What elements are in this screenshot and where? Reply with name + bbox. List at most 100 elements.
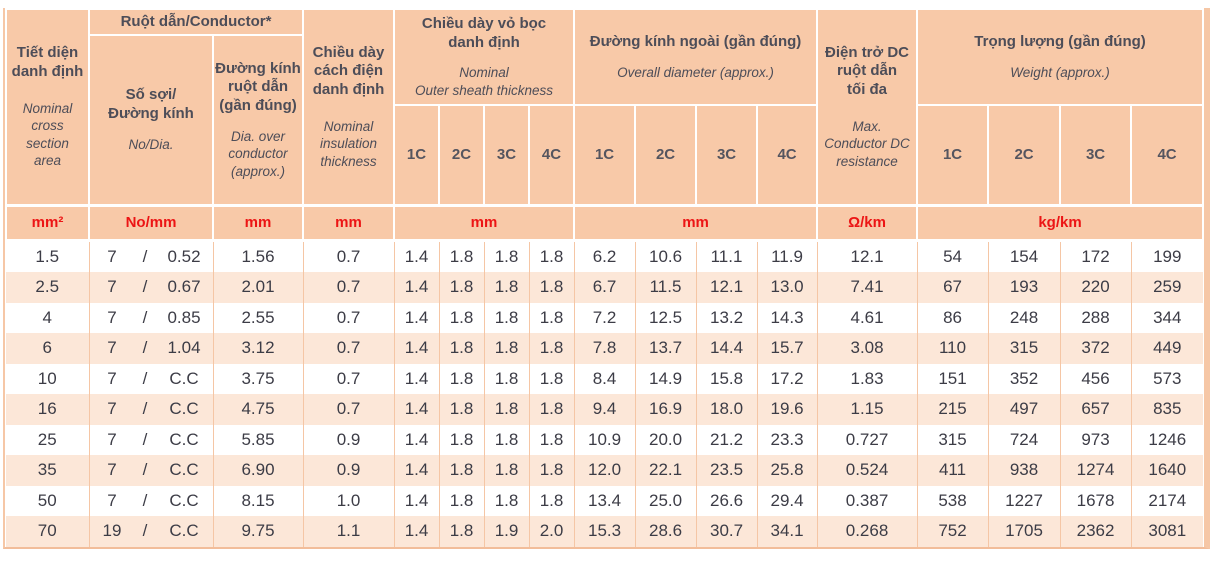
cell-od-2c: 20.0	[634, 424, 697, 455]
header-nominal-cross-section: Tiết diện danh định Nominal cross sectio…	[5, 8, 90, 206]
cell-conductor-dia: 9.75	[212, 516, 304, 547]
cell-od-3c: 14.4	[695, 333, 758, 364]
strands-no: 7	[107, 490, 117, 510]
cell-sheath-4c: 1.8	[528, 485, 575, 516]
header-vi-label: Chiều dày cách điện danh định	[312, 43, 385, 99]
cell-strands: 7 / 0.85	[88, 302, 213, 333]
unit-conductor-dia: mm	[211, 203, 305, 242]
subcol-weight-3c: 3C	[1059, 104, 1133, 206]
cell-weight-4c: 1246	[1130, 424, 1204, 455]
header-en-label: Overall diameter (approx.)	[617, 64, 774, 80]
cell-weight-3c: 172	[1059, 240, 1132, 272]
subcol-sheath-4c: 4C	[528, 104, 576, 206]
cell-sheath-2c: 1.8	[438, 485, 485, 516]
cell-area: 25	[37, 429, 57, 449]
cell-sheath-1c: 1.4	[393, 363, 440, 394]
cell-sheath-3c: 1.8	[483, 240, 530, 272]
strands-value: 7 / C.C	[90, 460, 213, 480]
header-en-label: Nominal Outer sheath thickness	[414, 65, 554, 98]
strands-no: 19	[102, 521, 122, 541]
cell-weight-3c: 220	[1059, 272, 1132, 303]
cell-insulation: 1.0	[302, 485, 395, 516]
strands-dia: 1.04	[167, 338, 201, 358]
cell-insulation: 0.7	[302, 394, 395, 425]
cell-strands: 7 / 0.52	[88, 240, 213, 272]
cell-resistance: 0.387	[816, 485, 918, 516]
cell-od-3c: 30.7	[695, 516, 758, 547]
cell-sheath-1c: 1.4	[393, 302, 440, 333]
header-en-label: Max. Conductor DC resistance	[824, 118, 910, 169]
cell-weight-3c: 288	[1059, 302, 1132, 333]
cell-sheath-3c: 1.8	[483, 302, 530, 333]
strands-no: 7	[107, 460, 117, 480]
header-en-label: Nominal cross section area	[22, 100, 73, 168]
cell-weight-4c: 835	[1130, 394, 1204, 425]
cell-sheath-4c: 2.0	[528, 516, 575, 547]
cell-sheath-2c: 1.8	[438, 333, 485, 364]
cell-od-1c: 15.3	[573, 516, 636, 547]
strands-slash: /	[142, 460, 148, 480]
cell-sheath-2c: 1.8	[438, 272, 485, 303]
cell-sheath-3c: 1.8	[483, 455, 530, 486]
strands-dia: C.C	[169, 429, 199, 449]
cell-strands: 7 / C.C	[88, 455, 213, 486]
cell-resistance: 3.08	[816, 333, 918, 364]
unit-strands: No/mm	[88, 203, 214, 242]
cell-od-2c: 13.7	[634, 333, 697, 364]
cell-sheath-4c: 1.8	[528, 363, 575, 394]
cell-weight-2c: 497	[987, 394, 1061, 425]
strands-value: 7 / 1.04	[90, 338, 213, 358]
cell-od-1c: 12.0	[573, 455, 636, 486]
subcol-sheath-2c: 2C	[438, 104, 486, 206]
cell-sheath-4c: 1.8	[528, 302, 575, 333]
cell-od-2c: 22.1	[634, 455, 697, 486]
cell-od-3c: 21.2	[695, 424, 758, 455]
cell-weight-1c: 110	[916, 333, 989, 364]
cell-strands: 7 / C.C	[88, 424, 213, 455]
table-row: 6 7/1.04 3.12 0.7 1.4 1.8 1.8 1.8 7.8 13.7 14.4 15.…	[6, 333, 1204, 364]
cell-conductor-dia: 2.55	[212, 302, 304, 333]
strands-dia: 0.85	[167, 307, 201, 327]
cell-weight-2c: 248	[987, 302, 1061, 333]
strands-dia: C.C	[169, 368, 199, 388]
cell-insulation: 0.9	[302, 455, 395, 486]
unit-resistance: Ω/km	[816, 203, 919, 242]
cell-strands: 19 / C.C	[88, 516, 213, 547]
cell-sheath-1c: 1.4	[393, 424, 440, 455]
cell-weight-1c: 215	[916, 394, 989, 425]
cell-sheath-3c: 1.8	[483, 394, 530, 425]
strands-no: 7	[107, 307, 117, 327]
header-vi-label: Đường kính ruột dẫn (gần đúng)	[215, 59, 301, 115]
cell-sheath-2c: 1.8	[438, 424, 485, 455]
cell-od-2c: 28.6	[634, 516, 697, 547]
cell-sheath-2c: 1.8	[438, 240, 485, 272]
cell-od-3c: 15.8	[695, 363, 758, 394]
cell-insulation: 1.1	[302, 516, 395, 547]
cell-weight-4c: 3081	[1130, 516, 1204, 547]
cell-od-1c: 6.7	[573, 272, 636, 303]
cell-sheath-4c: 1.8	[528, 424, 575, 455]
cell-weight-1c: 752	[916, 516, 989, 547]
units-row: mm² No/mm mm mm mm mm Ω/km kg/km	[5, 203, 1205, 242]
cell-od-4c: 17.2	[756, 363, 818, 394]
cell-sheath-2c: 1.8	[438, 363, 485, 394]
cell-strands: 7 / C.C	[88, 363, 213, 394]
cell-strands: 7 / C.C	[88, 485, 213, 516]
table-body: 1.5 7/0.52 1.56 0.7 1.4 1.8 1.8 1.8 6.2 10.6 11.1 1…	[6, 240, 1204, 547]
cell-od-2c: 11.5	[634, 272, 697, 303]
header-insulation-thickness: Chiều dày cách điện danh định Nominal in…	[302, 8, 396, 206]
cell-resistance: 1.15	[816, 394, 918, 425]
table-row: 4 7/0.85 2.55 0.7 1.4 1.8 1.8 1.8 7.2 12.5 13.2 14.…	[6, 302, 1204, 333]
cell-weight-2c: 315	[987, 333, 1061, 364]
header-en-label: Weight (approx.)	[1010, 64, 1110, 80]
cell-conductor-dia: 6.90	[212, 455, 304, 486]
header-strands: Số sợi/ Đường kính No/Dia.	[88, 34, 214, 206]
cell-sheath-4c: 1.8	[528, 272, 575, 303]
header-vi-label: Tiết diện danh định	[11, 44, 84, 81]
cell-sheath-1c: 1.4	[393, 516, 440, 547]
cell-sheath-3c: 1.8	[483, 272, 530, 303]
table-row: 35 7/C.C 6.90 0.9 1.4 1.8 1.8 1.8 12.0 22.1 23.5 25…	[6, 455, 1204, 486]
cell-weight-4c: 573	[1130, 363, 1204, 394]
strands-value: 7 / 0.67	[90, 277, 213, 297]
strands-dia: 0.52	[167, 246, 201, 266]
